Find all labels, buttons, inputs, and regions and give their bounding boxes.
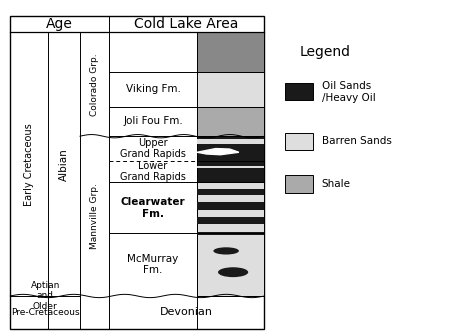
Text: Viking Fm.: Viking Fm. [126, 84, 181, 94]
Bar [197, 161, 264, 182]
Text: Colorado Grp.: Colorado Grp. [90, 53, 99, 116]
Bar [197, 72, 264, 107]
Text: Pre-Cretaceous: Pre-Cretaceous [11, 308, 80, 317]
Bar [197, 232, 264, 235]
Bar [197, 189, 264, 195]
Text: Legend: Legend [300, 45, 350, 59]
Text: Upper
Grand Rapids: Upper Grand Rapids [120, 138, 186, 159]
Bar [197, 166, 264, 169]
Bar [197, 217, 264, 224]
Ellipse shape [218, 267, 248, 277]
Text: McMurray
Fm.: McMurray Fm. [128, 254, 179, 275]
Text: Joli Fou Fm.: Joli Fou Fm. [123, 116, 183, 126]
Polygon shape [197, 148, 239, 155]
Bar [197, 32, 264, 72]
Bar [197, 139, 264, 144]
Text: Shale: Shale [322, 179, 351, 189]
Bar [197, 136, 264, 161]
Text: Mannville Grp.: Mannville Grp. [90, 183, 99, 249]
Text: Albian: Albian [59, 148, 69, 181]
Text: Early Cretaceous: Early Cretaceous [24, 123, 35, 206]
Bar [197, 182, 264, 233]
Text: Devonian: Devonian [160, 308, 213, 318]
Text: Age: Age [46, 17, 73, 31]
Text: Cold Lake Area: Cold Lake Area [135, 17, 239, 31]
Text: Clearwater
Fm.: Clearwater Fm. [121, 197, 185, 219]
Text: Aptian
and
Older: Aptian and Older [30, 281, 60, 311]
Bar [285, 83, 313, 100]
Text: Oil Sands
/Heavy Oil: Oil Sands /Heavy Oil [322, 81, 375, 103]
Bar [10, 16, 264, 329]
Ellipse shape [213, 247, 239, 255]
Bar [197, 202, 264, 210]
Bar [197, 107, 264, 136]
Bar [285, 133, 313, 150]
Bar [285, 176, 313, 193]
Text: Lower
Grand Rapids: Lower Grand Rapids [120, 161, 186, 183]
Bar [197, 233, 264, 296]
Text: Barren Sands: Barren Sands [322, 136, 392, 146]
